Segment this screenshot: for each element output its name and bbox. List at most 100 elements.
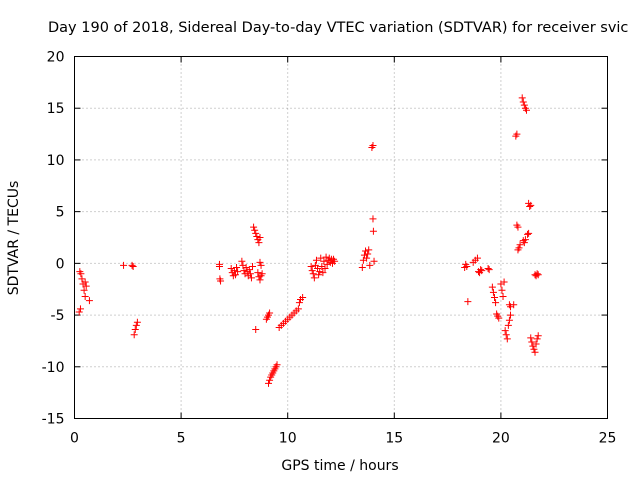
data-point: [504, 321, 512, 329]
data-point: [498, 286, 506, 294]
data-point: [295, 299, 303, 307]
y-tick-label: -10: [42, 360, 65, 376]
data-point: [522, 106, 530, 114]
data-point: [364, 250, 372, 258]
data-point: [308, 267, 316, 275]
data-point: [85, 297, 93, 305]
y-tick-label: 20: [47, 50, 65, 66]
data-point: [533, 335, 541, 343]
data-point: [80, 286, 88, 294]
data-point: [215, 262, 223, 270]
data-point: [315, 271, 323, 279]
y-tick-label: -5: [51, 308, 65, 324]
x-tick-label: 5: [177, 431, 186, 447]
data-point: [246, 270, 254, 278]
data-point: [525, 229, 533, 237]
data-point: [491, 293, 499, 301]
data-point: [250, 223, 258, 231]
data-point: [317, 254, 325, 262]
data-point: [492, 299, 500, 307]
data-point: [478, 267, 486, 275]
data-point: [365, 246, 373, 254]
y-tick-label: -15: [42, 412, 65, 428]
data-point: [521, 236, 529, 244]
data-point: [520, 101, 528, 109]
data-point: [120, 261, 128, 269]
data-point: [129, 262, 137, 270]
data-point: [510, 301, 518, 309]
data-point: [319, 269, 327, 277]
data-point: [503, 335, 511, 343]
data-point: [501, 327, 509, 335]
data-points: [75, 94, 542, 387]
data-point: [531, 348, 539, 356]
data-point: [255, 239, 263, 247]
data-point: [506, 311, 514, 319]
data-point: [464, 298, 472, 306]
x-tick-label: 25: [599, 431, 617, 447]
data-point: [133, 318, 141, 326]
data-point: [369, 141, 377, 149]
data-point: [76, 305, 84, 313]
data-point: [518, 94, 526, 102]
data-point: [526, 202, 534, 210]
data-point: [81, 292, 89, 300]
data-point: [530, 345, 538, 353]
data-point: [77, 270, 85, 278]
axis-ticks: 0 5 10 15 20 25 -15 -10 -5 0 5 10 15 20: [42, 50, 617, 447]
data-point: [495, 314, 503, 322]
data-point: [499, 292, 507, 300]
data-point: [519, 98, 527, 106]
data-point: [265, 379, 273, 387]
data-point: [249, 262, 257, 270]
data-point: [78, 275, 86, 283]
data-point: [485, 266, 493, 274]
data-point: [502, 331, 510, 339]
y-tick-label: 5: [56, 205, 65, 221]
data-point: [520, 239, 528, 247]
data-point: [524, 230, 532, 238]
x-axis-label: GPS time / hours: [281, 458, 398, 474]
data-point: [266, 309, 274, 317]
data-point: [82, 282, 90, 290]
y-tick-label: 10: [47, 153, 65, 169]
data-point: [488, 283, 496, 291]
data-point: [256, 234, 264, 241]
data-point: [256, 276, 264, 284]
data-point: [363, 254, 371, 262]
data-point: [299, 293, 307, 301]
data-point: [247, 274, 255, 282]
x-tick-label: 10: [279, 431, 297, 447]
data-point: [358, 263, 366, 271]
data-point: [532, 340, 540, 348]
data-point: [238, 257, 246, 265]
data-point: [273, 361, 281, 369]
data-point: [310, 274, 318, 282]
data-point: [366, 261, 374, 269]
data-point: [233, 263, 241, 271]
data-point: [528, 338, 536, 346]
data-point: [251, 226, 259, 234]
data-point: [234, 268, 242, 276]
data-point: [320, 257, 328, 265]
data-point: [254, 269, 262, 277]
data-point: [266, 376, 274, 384]
data-point: [75, 308, 83, 316]
data-point: [309, 270, 317, 278]
data-point: [505, 316, 513, 324]
data-point: [128, 261, 136, 269]
data-point: [130, 331, 138, 339]
data-point: [514, 223, 522, 231]
data-point: [463, 262, 471, 270]
grid: [74, 56, 608, 419]
data-point: [500, 278, 508, 286]
data-point: [515, 244, 523, 252]
data-point: [369, 215, 377, 223]
data-point: [484, 265, 492, 273]
data-point: [534, 332, 542, 340]
y-axis-label: SDTVAR / TECUs: [6, 181, 22, 296]
data-point: [370, 257, 378, 265]
y-tick-label: 15: [47, 101, 65, 117]
data-point: [489, 288, 497, 296]
